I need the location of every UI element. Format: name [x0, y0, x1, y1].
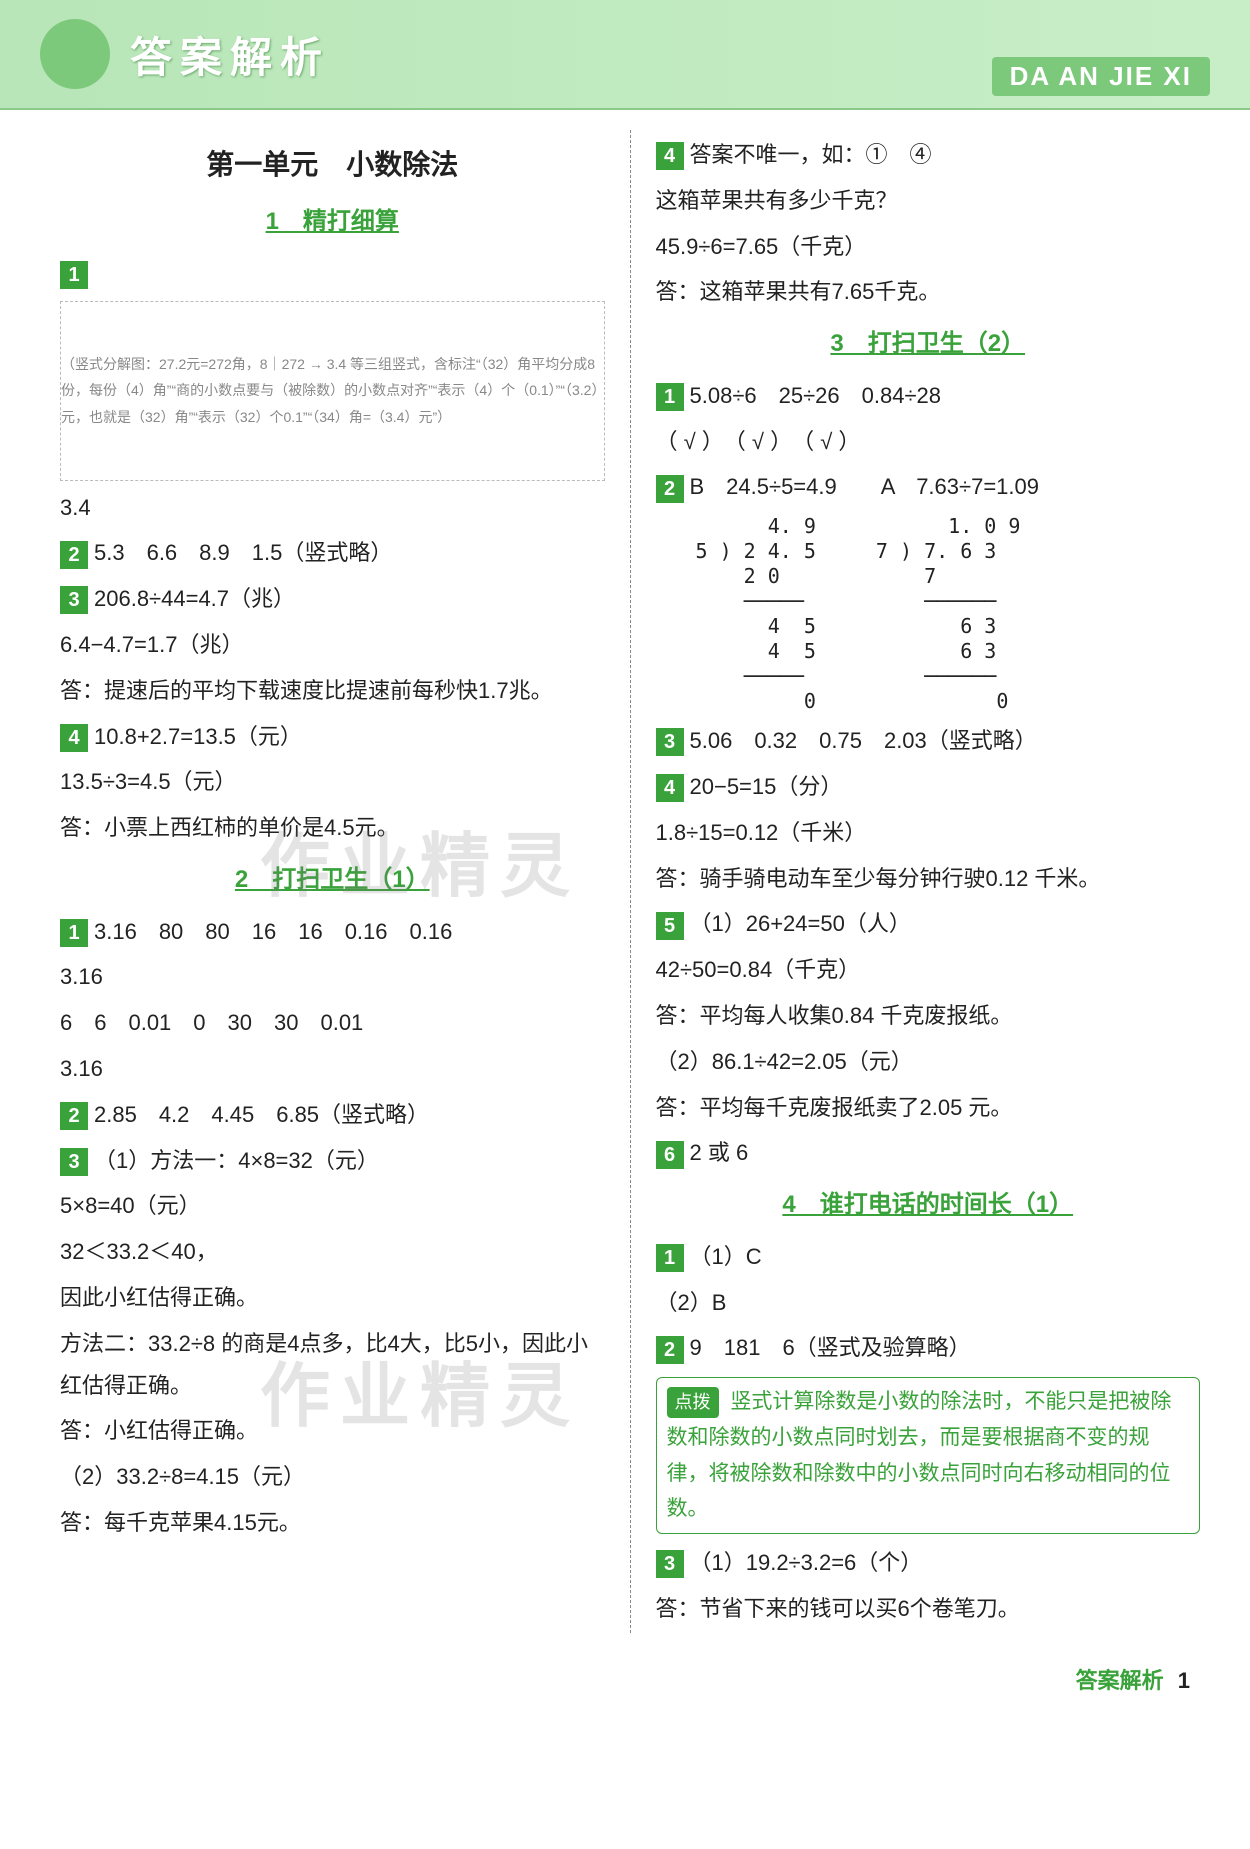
section-4-title: 4 谁打电话的时间长（1） — [656, 1182, 1201, 1228]
s3-q5-l3: 答：平均每人收集0.84 千克废报纸。 — [656, 995, 1201, 1037]
s2-item-2-badge: 2 — [60, 1102, 88, 1130]
s3-item-2-badge: 2 — [656, 475, 684, 503]
s4-q3-l2: 答：节省下来的钱可以买6个卷笔刀。 — [656, 1588, 1201, 1630]
tip-label: 点拨 — [667, 1387, 719, 1418]
s3-q1-l2: （ √ ） （ √ ） （ √ ） — [656, 421, 1201, 463]
long-division-row: 4. 9 5 ) 2 4. 5 2 0 ───── 4 5 4 5 ───── … — [696, 514, 1201, 714]
s2-q3-l1: （1）方法一：4×8=32（元） — [94, 1148, 379, 1173]
footer: 答案解析 1 — [0, 1653, 1250, 1715]
left-column: 第一单元 小数除法 1 精打细算 1 （竖式分解图：27.2元=272角，8｜2… — [60, 130, 630, 1633]
s2-q3-l5: 方法二：33.2÷8 的商是4点多，比4大，比5小，因此小红估得正确。 — [60, 1323, 605, 1407]
s2-item-3-badge: 3 — [60, 1148, 88, 1176]
s3-q4-l2: 1.8÷15=0.12（千米） — [656, 812, 1201, 854]
s3-q5-l2: 42÷50=0.84（千克） — [656, 949, 1201, 991]
r-q4-l1: 答案不唯一，如：① ④ — [690, 142, 932, 167]
tip-text: 竖式计算除数是小数的除法时，不能只是把被除数和除数的小数点同时划去，而是要根据商… — [667, 1390, 1172, 1520]
s2-q3-l2: 5×8=40（元） — [60, 1185, 605, 1227]
s3-item-1-badge: 1 — [656, 383, 684, 411]
section-2-title: 2 打扫卫生（1） — [60, 857, 605, 903]
s2-q3-l3: 32＜33.2＜40， — [60, 1231, 605, 1273]
q3-line1: 206.8÷44=4.7（兆） — [94, 586, 295, 611]
q4-line2: 13.5÷3=4.5（元） — [60, 761, 605, 803]
mascot-icon — [40, 19, 110, 89]
item-1-badge: 1 — [60, 261, 88, 289]
q4-answer: 答：小票上西红柿的单价是4.5元。 — [60, 807, 605, 849]
s4-q1-l1: （1）C — [690, 1244, 762, 1269]
r-q4-l3: 45.9÷6=7.65（千克） — [656, 226, 1201, 268]
unit-title: 第一单元 小数除法 — [60, 138, 605, 191]
s3-q2-head: B 24.5÷5=4.9 A 7.63÷7=1.09 — [690, 474, 1040, 499]
long-division-1: 4. 9 5 ) 2 4. 5 2 0 ───── 4 5 4 5 ───── … — [696, 514, 816, 714]
s3-q1-l1: 5.08÷6 25÷26 0.84÷28 — [690, 383, 942, 408]
r-q4-l4: 答：这箱苹果共有7.65千克。 — [656, 271, 1201, 313]
q1-answer: 3.4 — [60, 487, 605, 529]
q2-text: 5.3 6.6 8.9 1.5（竖式略） — [94, 540, 392, 565]
q3-line2: 6.4−4.7=1.7（兆） — [60, 624, 605, 666]
s3-q6: 2 或 6 — [690, 1140, 749, 1165]
right-column: 4答案不唯一，如：① ④ 这箱苹果共有多少千克？ 45.9÷6=7.65（千克）… — [630, 130, 1201, 1633]
s4-q2: 9 181 6（竖式及验算略） — [690, 1335, 971, 1360]
s3-q5-l5: 答：平均每千克废报纸卖了2.05 元。 — [656, 1087, 1201, 1129]
s2-q1-l1: 3.16 80 80 16 16 0.16 0.16 — [94, 919, 452, 944]
s3-item-6-badge: 6 — [656, 1141, 684, 1169]
content: 第一单元 小数除法 1 精打细算 1 （竖式分解图：27.2元=272角，8｜2… — [0, 110, 1250, 1653]
s3-q3: 5.06 0.32 0.75 2.03（竖式略） — [690, 728, 1037, 753]
footer-page: 1 — [1178, 1668, 1190, 1693]
q3-answer: 答：提速后的平均下载速度比提速前每秒快1.7兆。 — [60, 670, 605, 712]
q4-line1: 10.8+2.7=13.5（元） — [94, 724, 302, 749]
item-2-badge: 2 — [60, 541, 88, 569]
header-pinyin: DA AN JIE XI — [992, 57, 1210, 96]
s2-q3-l8: 答：每千克苹果4.15元。 — [60, 1502, 605, 1544]
item-3-badge: 3 — [60, 586, 88, 614]
s3-q5-l1: （1）26+24=50（人） — [690, 911, 911, 936]
s3-q4-l3: 答：骑手骑电动车至少每分钟行驶0.12 千米。 — [656, 858, 1201, 900]
s4-item-1-badge: 1 — [656, 1244, 684, 1272]
s2-q3-l4: 因此小红估得正确。 — [60, 1277, 605, 1319]
s2-q3-l7: （2）33.2÷8=4.15（元） — [60, 1456, 605, 1498]
item-4-badge: 4 — [60, 724, 88, 752]
s3-q5-l4: （2）86.1÷42=2.05（元） — [656, 1041, 1201, 1083]
s2-q1-l4: 3.16 — [60, 1048, 605, 1090]
tip-box: 点拨 竖式计算除数是小数的除法时，不能只是把被除数和除数的小数点同时划去，而是要… — [656, 1377, 1201, 1534]
q1-diagram: （竖式分解图：27.2元=272角，8｜272 → 3.4 等三组竖式，含标注“… — [60, 301, 605, 481]
s2-q1-l2: 3.16 — [60, 956, 605, 998]
s3-item-4-badge: 4 — [656, 774, 684, 802]
section-3-title: 3 打扫卫生（2） — [656, 321, 1201, 367]
s4-q3-l1: （1）19.2÷3.2=6（个） — [690, 1550, 923, 1575]
footer-label: 答案解析 — [1076, 1668, 1164, 1693]
s4-item-2-badge: 2 — [656, 1336, 684, 1364]
long-division-2: 1. 0 9 7 ) 7. 6 3 7 ────── 6 3 6 3 ─────… — [876, 514, 1021, 714]
s2-q2: 2.85 4.2 4.45 6.85（竖式略） — [94, 1102, 429, 1127]
s4-q1-l2: （2）B — [656, 1282, 1201, 1324]
section-1-title: 1 精打细算 — [60, 199, 605, 245]
s2-q3-l6: 答：小红估得正确。 — [60, 1410, 605, 1452]
s3-q4-l1: 20−5=15（分） — [690, 774, 843, 799]
s3-item-3-badge: 3 — [656, 728, 684, 756]
s2-q1-l3: 6 6 0.01 0 30 30 0.01 — [60, 1002, 605, 1044]
s3-item-5-badge: 5 — [656, 912, 684, 940]
r-q4-l2: 这箱苹果共有多少千克？ — [656, 180, 1201, 222]
header-title: 答案解析 — [130, 24, 330, 85]
s2-item-1-badge: 1 — [60, 919, 88, 947]
r-item-4-badge: 4 — [656, 142, 684, 170]
page-header: 答案解析 DA AN JIE XI — [0, 0, 1250, 110]
s4-item-3-badge: 3 — [656, 1550, 684, 1578]
